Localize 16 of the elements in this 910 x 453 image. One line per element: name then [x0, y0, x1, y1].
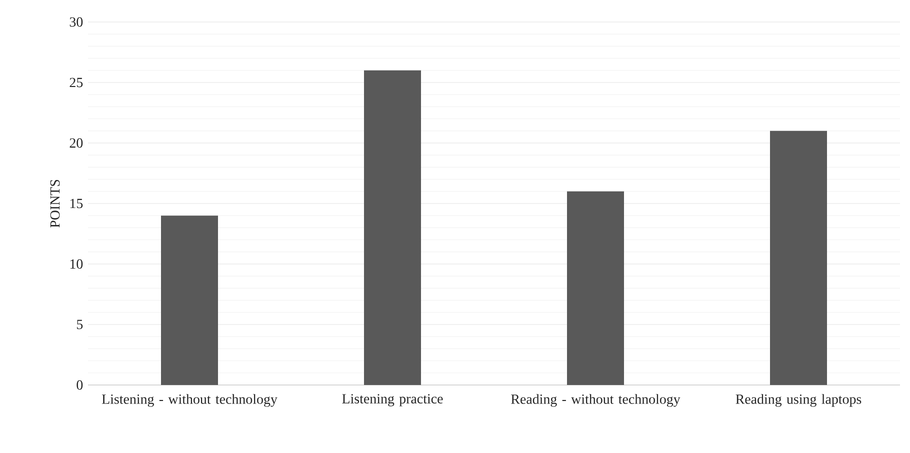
x-tick-label: Reading using laptops: [736, 394, 862, 407]
x-tick-label: Reading - without technology: [511, 394, 680, 407]
bar: [161, 216, 218, 385]
y-tick-label: 0: [76, 380, 83, 390]
y-tick-label: 5: [76, 320, 83, 330]
x-tick-label: Listening - without technology: [102, 394, 278, 407]
bar: [364, 70, 422, 385]
y-axis-title: POINTS: [50, 180, 60, 228]
bar: [567, 191, 624, 385]
bar: [770, 130, 828, 385]
y-tick-label: 10: [70, 259, 83, 269]
y-tick-label: 25: [70, 78, 83, 88]
y-tick-label: 30: [70, 17, 83, 27]
x-tick-label: Listening practice: [342, 394, 443, 406]
y-tick-label: 15: [70, 198, 83, 208]
y-tick-label: 20: [70, 138, 83, 148]
